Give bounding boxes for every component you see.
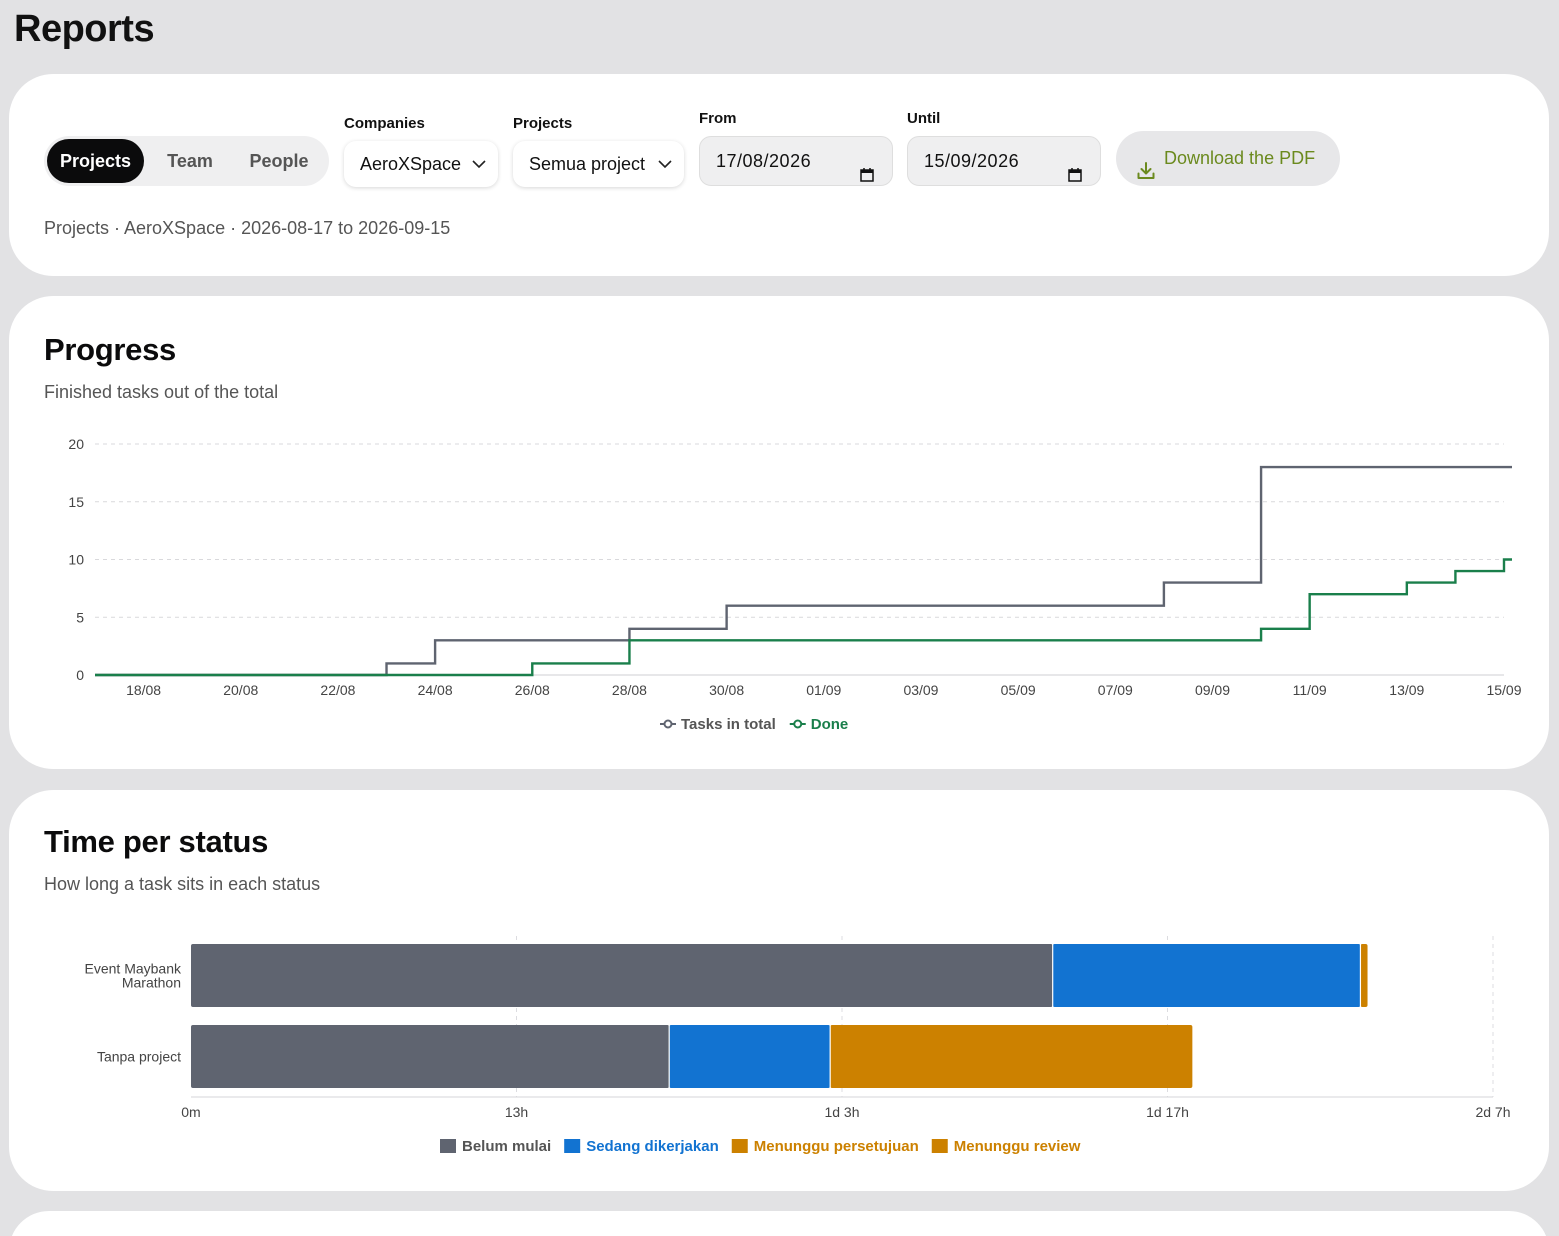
x-tick-label: 26/08: [515, 682, 550, 698]
legend-item[interactable]: Menunggu persetujuan: [731, 1138, 919, 1155]
time-per-status-subtitle: How long a task sits in each status: [44, 874, 321, 894]
legend-item[interactable]: Sedang dikerjakan: [564, 1138, 719, 1155]
series-line-done: [95, 558, 1512, 677]
progress-chart: 0 5 10 15 20 18/08 20/08 22/08 24/08 26/08 28/08 30…: [68, 436, 1521, 733]
y-tick-label: 20: [68, 436, 84, 452]
series-line-total: [95, 465, 1512, 677]
bar-segment[interactable]: [191, 944, 1053, 1007]
legend-label: Belum mulai: [462, 1138, 551, 1155]
time-per-status-chart: 0m 13h 1d 3h 1d 17h 2d 7h Event Maybank Marath…: [85, 936, 1511, 1155]
download-icon: [1136, 148, 1156, 203]
x-tick-label: 09/09: [1195, 682, 1230, 698]
x-tick-label: 03/09: [903, 682, 938, 698]
x-tick-label: 22/08: [320, 682, 355, 698]
download-pdf-button[interactable]: Download the PDF: [1116, 131, 1340, 186]
x-tick-label: 2d 7h: [1475, 1104, 1510, 1120]
legend-marker-icon: [793, 719, 803, 729]
legend-item[interactable]: Done: [789, 716, 849, 733]
y-tick-label: 10: [68, 552, 84, 568]
chevron-down-icon: [472, 141, 486, 204]
time-per-status-title: Time per status: [44, 824, 269, 859]
projects-value: Semua project: [529, 154, 646, 174]
chevron-down-icon: [658, 141, 672, 204]
bar-segment[interactable]: [1360, 944, 1368, 1007]
legend-label: Tasks in total: [681, 716, 776, 733]
x-tick-label: 13h: [505, 1104, 528, 1120]
tab-team[interactable]: Team: [167, 151, 213, 171]
legend-label: Sedang dikerjakan: [586, 1138, 719, 1155]
x-tick-label: 13/09: [1389, 682, 1424, 698]
companies-label: Companies: [344, 115, 425, 132]
x-tick-label: 18/08: [126, 682, 161, 698]
x-tick-label: 30/08: [709, 682, 744, 698]
next-report-card: [9, 1211, 1549, 1236]
progress-title: Progress: [44, 332, 176, 367]
legend-item[interactable]: Belum mulai: [440, 1138, 551, 1155]
legend-marker-icon: [663, 719, 673, 729]
calendar-icon[interactable]: [1068, 153, 1082, 201]
x-tick-label: 28/08: [612, 682, 647, 698]
legend-label: Done: [811, 716, 849, 733]
x-tick-label: 11/09: [1293, 682, 1327, 698]
legend-item[interactable]: Menunggu review: [931, 1138, 1081, 1155]
time-per-status-card: Time per status How long a task sits in …: [9, 790, 1549, 1191]
from-date-input[interactable]: 17/08/2026: [699, 136, 893, 186]
page-title: Reports: [14, 8, 155, 50]
x-tick-label: 15/09: [1486, 682, 1521, 698]
filter-summary: Projects · AeroXSpace · 2026-08-17 to 20…: [44, 218, 451, 238]
y-category-label: Event Maybank Marathon: [85, 961, 182, 991]
bar-segment[interactable]: [830, 1025, 1193, 1088]
x-tick-label: 05/09: [1001, 682, 1036, 698]
companies-select[interactable]: AeroXSpace: [344, 141, 498, 187]
until-date-value: 15/09/2026: [924, 151, 1020, 171]
legend-swatch-icon: [440, 1139, 456, 1153]
until-date-input[interactable]: 15/09/2026: [907, 136, 1101, 186]
download-pdf-label: Download the PDF: [1164, 148, 1316, 168]
progress-subtitle: Finished tasks out of the total: [44, 382, 279, 402]
projects-label: Projects: [513, 115, 573, 132]
x-tick-label: 1d 17h: [1146, 1104, 1189, 1120]
legend-label: Menunggu persetujuan: [754, 1138, 919, 1155]
tab-projects[interactable]: Projects: [47, 139, 144, 183]
y-tick-label: 15: [68, 494, 84, 510]
legend-item[interactable]: Tasks in total: [660, 716, 776, 733]
filters-card: Projects Team People Companies AeroXSpac…: [9, 74, 1549, 276]
until-label: Until: [907, 110, 941, 127]
legend-swatch-icon: [564, 1139, 581, 1153]
projects-select[interactable]: Semua project: [513, 141, 684, 187]
from-label: From: [699, 110, 737, 127]
x-tick-label: 1d 3h: [824, 1104, 859, 1120]
companies-value: AeroXSpace: [360, 154, 462, 174]
y-tick-label: 0: [76, 667, 84, 683]
legend-label: Menunggu review: [954, 1138, 1081, 1155]
x-tick-label: 0m: [181, 1104, 200, 1120]
x-tick-label: 24/08: [418, 682, 453, 698]
y-category-label: Tanpa project: [97, 1049, 181, 1065]
x-tick-label: 01/09: [806, 682, 841, 698]
bar-segment[interactable]: [191, 1025, 670, 1088]
x-tick-label: 07/09: [1098, 682, 1133, 698]
report-type-tabs: Projects Team People: [44, 136, 329, 186]
bar-segment[interactable]: [669, 1025, 831, 1088]
legend-swatch-icon: [931, 1139, 948, 1153]
bar-segment[interactable]: [1052, 944, 1361, 1007]
progress-card: Progress Finished tasks out of the total…: [9, 296, 1549, 769]
x-tick-label: 20/08: [223, 682, 258, 698]
from-date-value: 17/08/2026: [716, 151, 812, 171]
calendar-icon[interactable]: [860, 153, 874, 201]
tab-people[interactable]: People: [249, 151, 309, 171]
legend-swatch-icon: [731, 1139, 748, 1153]
y-tick-label: 5: [76, 609, 84, 625]
